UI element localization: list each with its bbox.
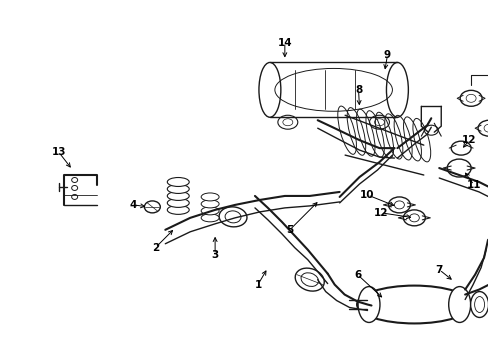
Ellipse shape (277, 115, 297, 129)
Ellipse shape (167, 184, 189, 193)
Text: 14: 14 (277, 37, 291, 48)
Text: 6: 6 (353, 270, 361, 280)
Ellipse shape (424, 125, 437, 135)
Text: 7: 7 (435, 265, 442, 275)
Text: 8: 8 (354, 85, 362, 95)
Ellipse shape (167, 198, 189, 207)
Ellipse shape (356, 285, 470, 323)
Ellipse shape (386, 62, 407, 117)
Ellipse shape (357, 287, 379, 323)
Text: 5: 5 (285, 225, 293, 235)
Text: 9: 9 (383, 50, 390, 60)
Ellipse shape (201, 200, 219, 208)
Ellipse shape (144, 201, 160, 213)
Text: 12: 12 (373, 208, 388, 218)
Text: 11: 11 (466, 180, 480, 190)
Text: 13: 13 (51, 147, 66, 157)
Ellipse shape (201, 193, 219, 201)
Ellipse shape (369, 115, 388, 129)
Text: 4: 4 (129, 200, 137, 210)
Ellipse shape (167, 177, 189, 186)
Text: 1: 1 (254, 280, 261, 289)
Ellipse shape (477, 120, 488, 136)
Ellipse shape (201, 207, 219, 215)
Ellipse shape (459, 90, 481, 106)
Ellipse shape (167, 206, 189, 214)
Ellipse shape (387, 197, 409, 213)
Ellipse shape (447, 159, 470, 177)
Ellipse shape (450, 141, 470, 155)
Ellipse shape (448, 287, 469, 323)
Ellipse shape (469, 292, 488, 318)
Ellipse shape (259, 62, 280, 117)
Text: 2: 2 (151, 243, 159, 253)
Ellipse shape (219, 207, 246, 227)
Text: 10: 10 (360, 190, 374, 200)
Ellipse shape (201, 214, 219, 222)
Ellipse shape (403, 210, 425, 226)
Ellipse shape (295, 268, 324, 291)
Text: 3: 3 (211, 250, 218, 260)
Ellipse shape (167, 192, 189, 201)
Text: 12: 12 (461, 135, 475, 145)
